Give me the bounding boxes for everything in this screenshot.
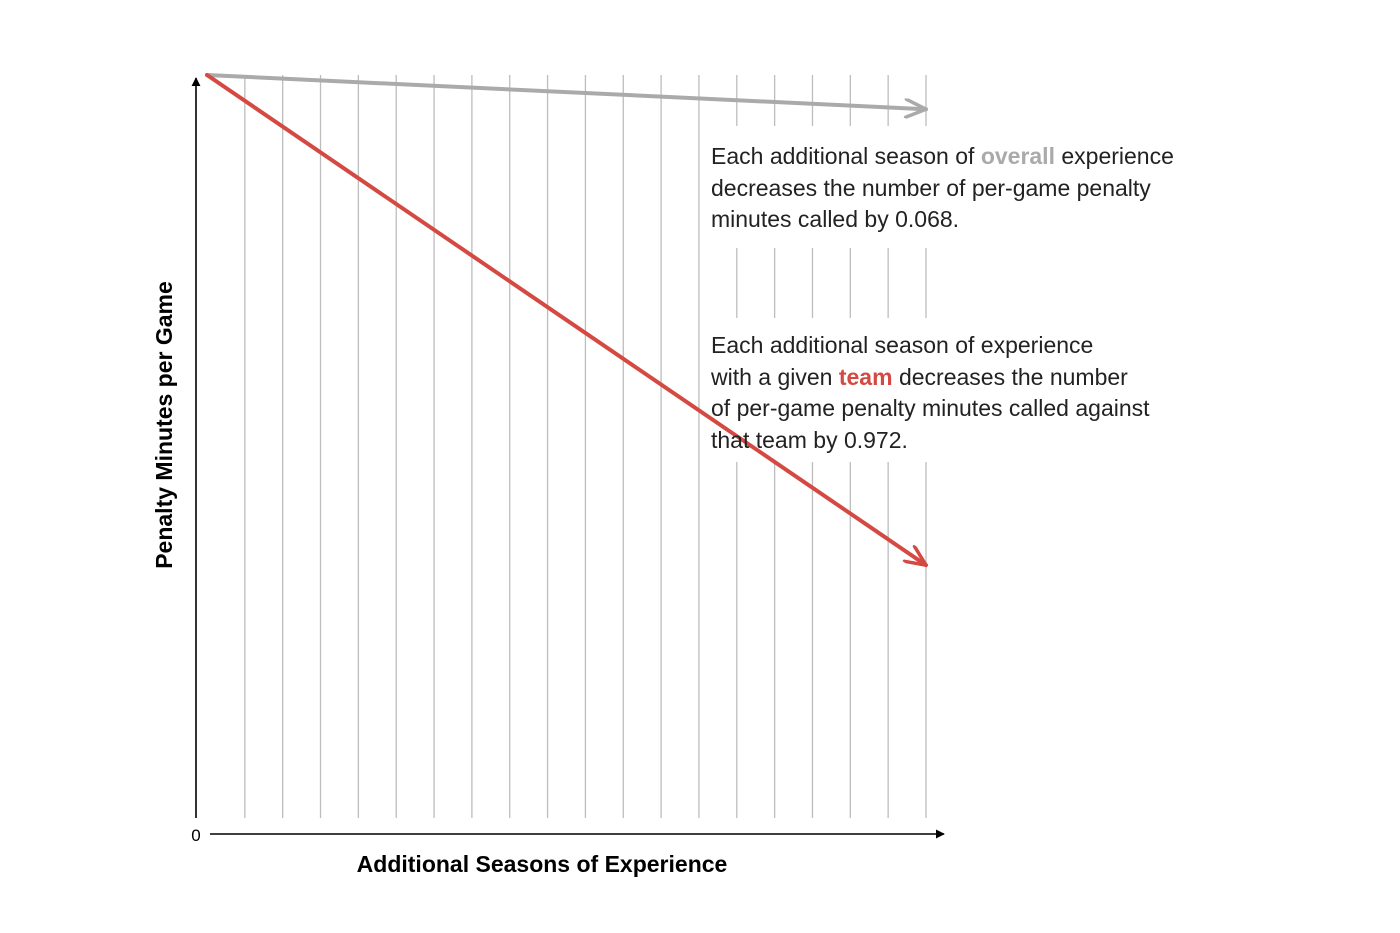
series-line-team <box>205 73 928 568</box>
x-axis-label: Additional Seasons of Experience <box>357 851 728 877</box>
annotation-team-line-2: with a given team decreases the number <box>711 362 1150 394</box>
axes <box>191 77 945 839</box>
annotation-overall-line-3: minutes called by 0.068. <box>711 206 960 232</box>
y-axis-label: Penalty Minutes per Game <box>151 281 177 569</box>
annotation-overall-text-1a: Each additional season of <box>711 143 981 169</box>
annotation-overall-line-1: Each additional season of overall experi… <box>711 141 1174 173</box>
annotation-team-text-2b: decreases the number <box>892 363 1128 390</box>
annotation-overall-highlight: overall <box>980 143 1055 169</box>
series-line-overall <box>205 73 928 109</box>
grid-lines <box>244 75 927 818</box>
series-lines <box>205 73 928 568</box>
annotation-overall: Each additional season of overall experi… <box>711 141 1174 236</box>
annotation-overall-text-1b: experience <box>1054 143 1174 169</box>
annotation-team-line-3: of per-game penalty minutes called again… <box>711 395 1150 421</box>
annotation-overall-line-2: decreases the number of per-game penalty <box>711 174 1151 201</box>
annotation-team-line-4: that team by 0.972. <box>711 426 908 453</box>
annotation-team: Each additional season of experience wit… <box>711 330 1150 456</box>
annotation-team-highlight: team <box>838 363 893 390</box>
origin-label: 0 <box>191 826 200 845</box>
annotation-team-text-2a: with a given <box>711 363 839 390</box>
annotation-team-line-1: Each additional season of experience <box>711 332 1094 358</box>
